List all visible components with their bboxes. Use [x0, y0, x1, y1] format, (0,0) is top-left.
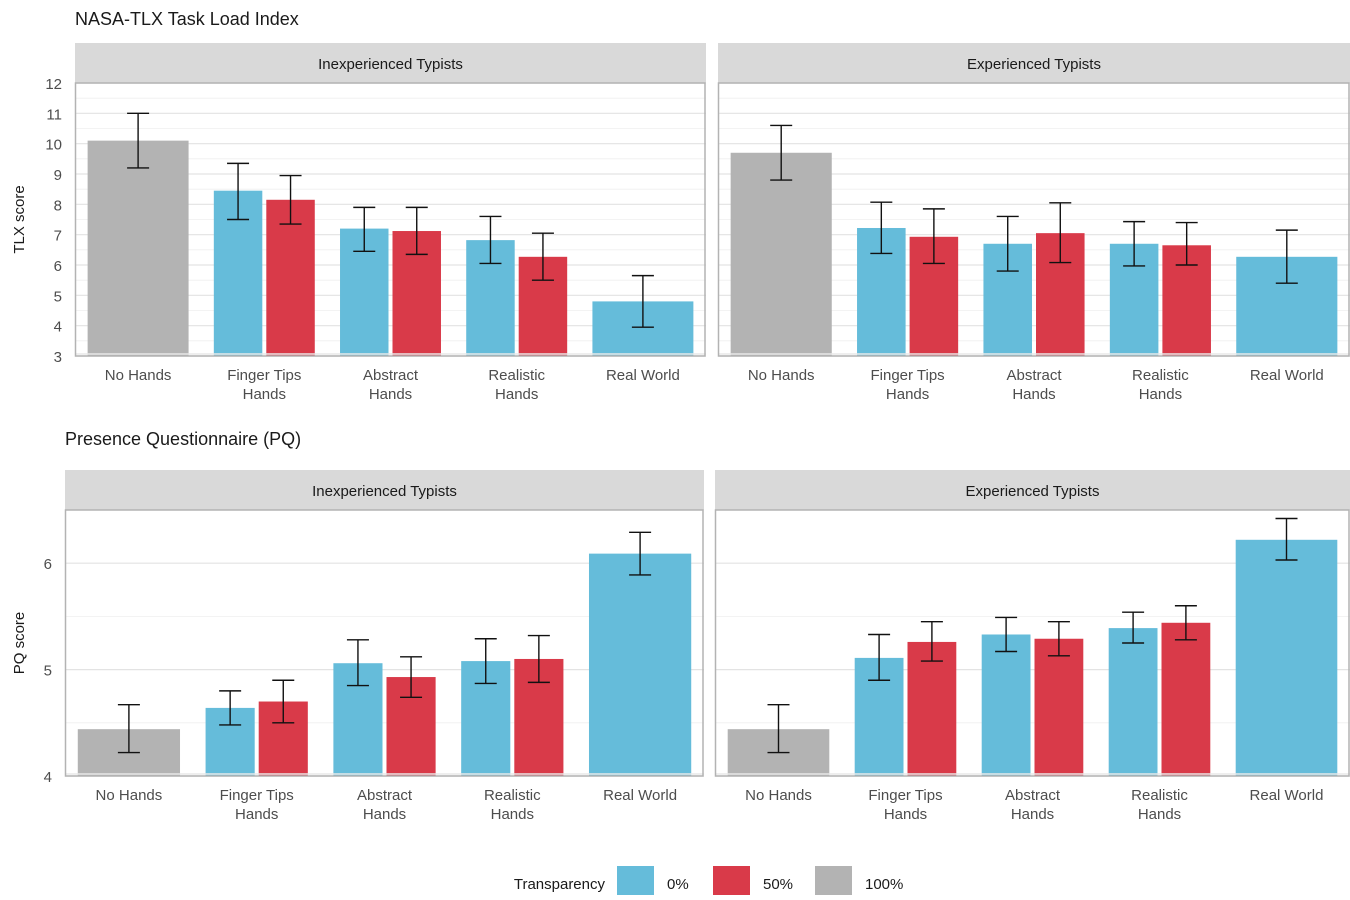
chart-title: NASA-TLX Task Load Index — [75, 9, 299, 29]
x-tick-label: Realistic Hands — [484, 787, 541, 823]
y-tick-label: 5 — [44, 663, 52, 680]
legend-title: Transparency — [514, 876, 606, 893]
legend-swatch — [617, 866, 654, 900]
bar — [588, 553, 692, 776]
x-tick-label: Finger Tips Hands — [227, 367, 301, 403]
x-tick-label: Finger Tips Hands — [868, 787, 942, 823]
x-tick-label: No Hands — [96, 787, 163, 804]
x-tick-label: Abstract Hands — [357, 787, 413, 823]
bar — [981, 634, 1031, 776]
facet-strip — [75, 43, 706, 83]
chart-block: NASA-TLX Task Load Index TLX score 3 4 5 6 7 8 9… — [11, 9, 1350, 403]
x-tick-label: No Hands — [748, 367, 815, 384]
x-tick-label: Real World — [1250, 367, 1324, 384]
x-tick-label: Realistic Hands — [488, 367, 545, 403]
facet-strip — [65, 470, 704, 510]
y-tick-label: 8 — [54, 197, 62, 214]
x-tick-label: Abstract Hands — [363, 367, 419, 403]
legend-label: 0% — [667, 876, 689, 893]
x-tick-label: No Hands — [745, 787, 812, 804]
legend-swatch — [815, 866, 852, 900]
y-axis-label: TLX score — [11, 185, 28, 253]
x-tick-label: Finger Tips Hands — [220, 787, 294, 823]
legend-swatch — [713, 866, 750, 900]
bar — [730, 152, 832, 356]
y-tick-label: 4 — [44, 769, 52, 786]
legend-label: 50% — [763, 876, 793, 893]
facet-panel: Inexperienced Typists No Hands Finger Tips… — [74, 43, 706, 403]
panel-border — [714, 509, 1350, 777]
facet-panel: Inexperienced Typists No Hands Finger Tips… — [64, 470, 704, 823]
facet-strip — [715, 470, 1350, 510]
y-tick-label: 5 — [54, 288, 62, 305]
y-tick-label: 7 — [54, 228, 62, 245]
bar — [266, 199, 315, 356]
x-tick-label: Finger Tips Hands — [870, 367, 944, 403]
y-tick-label: 11 — [46, 106, 62, 123]
y-tick-label: 3 — [54, 349, 62, 366]
x-tick-label: Abstract Hands — [1006, 367, 1062, 403]
y-tick-label: 6 — [54, 258, 62, 275]
bar — [87, 140, 189, 356]
x-tick-label: Real World — [1250, 787, 1324, 804]
x-tick-label: Abstract Hands — [1005, 787, 1061, 823]
y-tick-label: 4 — [54, 319, 62, 336]
panel-border — [64, 509, 704, 777]
legend-label: 100% — [865, 876, 903, 893]
panel-border — [717, 82, 1350, 357]
bar — [907, 641, 957, 776]
bar — [1034, 638, 1084, 776]
panel-border — [74, 82, 706, 357]
x-tick-label: Realistic Hands — [1131, 787, 1188, 823]
facet-strip-label: Inexperienced Typists — [312, 483, 457, 500]
facet-strip — [718, 43, 1350, 83]
y-tick-label: 6 — [44, 556, 52, 573]
x-tick-label: Real World — [603, 787, 677, 804]
chart-title: Presence Questionnaire (PQ) — [65, 429, 301, 449]
x-tick-label: Real World — [606, 367, 680, 384]
bar — [1235, 539, 1338, 776]
x-tick-label: No Hands — [105, 367, 172, 384]
bar — [1108, 628, 1158, 776]
y-tick-label: 12 — [45, 76, 62, 93]
facet-panel: Experienced Typists No Hands Finger Tips Ha… — [714, 470, 1350, 823]
facet-panel: Experienced Typists No Hands Finger Tips Ha… — [717, 43, 1350, 403]
y-tick-label: 10 — [45, 137, 62, 154]
y-axis-label: PQ score — [11, 612, 28, 675]
facet-strip-label: Experienced Typists — [967, 56, 1101, 73]
facet-strip-label: Inexperienced Typists — [318, 56, 463, 73]
facet-strip-label: Experienced Typists — [966, 483, 1100, 500]
bar — [1161, 622, 1211, 776]
chart-block: Presence Questionnaire (PQ) PQ score 4 5 6 In… — [11, 429, 1350, 823]
legend: Transparency 0% 50% 100% — [514, 866, 903, 900]
y-tick-label: 9 — [54, 167, 62, 184]
x-tick-label: Realistic Hands — [1132, 367, 1189, 403]
